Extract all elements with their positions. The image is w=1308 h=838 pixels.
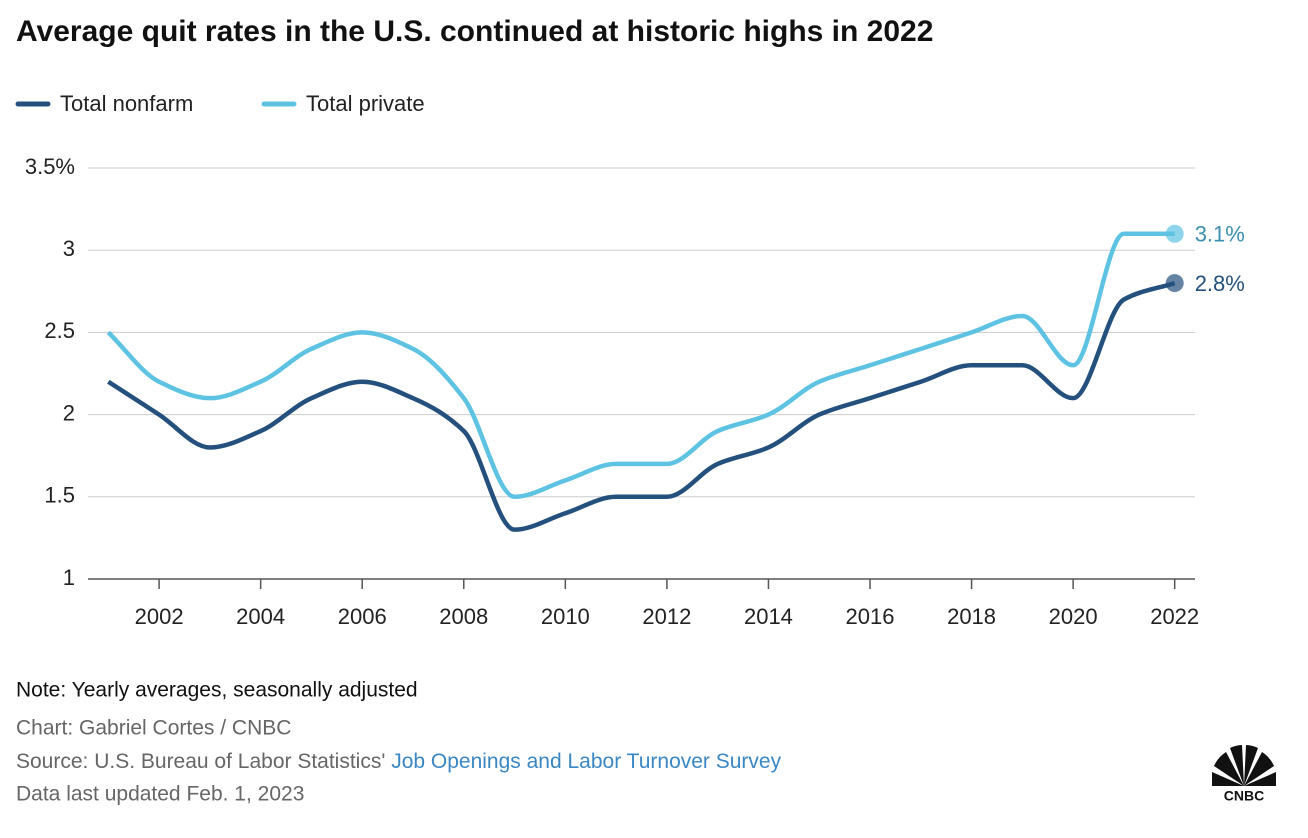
- y-tick-label: 2.5: [44, 318, 75, 343]
- y-tick-label: 2: [63, 400, 75, 425]
- x-tick-label: 2018: [947, 604, 996, 629]
- value-label: 2.8%: [1195, 271, 1245, 296]
- end-point: [1165, 274, 1184, 293]
- x-tick-label: 2008: [439, 604, 488, 629]
- source-text: Source: U.S. Bureau of Labor Statistics': [16, 750, 385, 773]
- footer-source: Source: U.S. Bureau of Labor Statistics'…: [16, 750, 782, 773]
- y-tick-label: 1.5: [44, 483, 75, 508]
- x-tick-label: 2006: [338, 604, 387, 629]
- series-line: [106, 231, 1175, 500]
- y-tick-label: 1: [63, 565, 75, 590]
- footer-credit: Chart: Gabriel Cortes / CNBC: [16, 717, 291, 740]
- x-tick-label: 2020: [1049, 604, 1098, 629]
- y-tick-label: 3: [63, 236, 75, 261]
- value-label: 3.1%: [1195, 222, 1245, 247]
- x-tick-label: 2004: [236, 604, 285, 629]
- series-line: [107, 280, 1176, 532]
- x-tick-label: 2010: [541, 604, 590, 629]
- logo-peacock: [1212, 745, 1276, 786]
- logo: CNBC: [1212, 745, 1276, 804]
- legend-label: Total nonfarm: [60, 91, 193, 116]
- footer-note: Note: Yearly averages, seasonally adjust…: [16, 679, 418, 702]
- x-tick-label: 2012: [642, 604, 691, 629]
- source-link[interactable]: Job Openings and Labor Turnover Survey: [391, 750, 781, 773]
- x-tick-label: 2022: [1150, 604, 1199, 629]
- x-tick-label: 2002: [135, 604, 184, 629]
- chart-title: Average quit rates in the U.S. continued…: [16, 15, 933, 48]
- y-tick-label: 3.5%: [25, 154, 75, 179]
- x-tick-label: 2016: [846, 604, 895, 629]
- footer-updated: Data last updated Feb. 1, 2023: [16, 783, 304, 806]
- x-tick-label: 2014: [744, 604, 793, 629]
- end-point: [1165, 224, 1184, 243]
- legend-label: Total private: [306, 91, 425, 116]
- logo-text: CNBC: [1224, 788, 1264, 804]
